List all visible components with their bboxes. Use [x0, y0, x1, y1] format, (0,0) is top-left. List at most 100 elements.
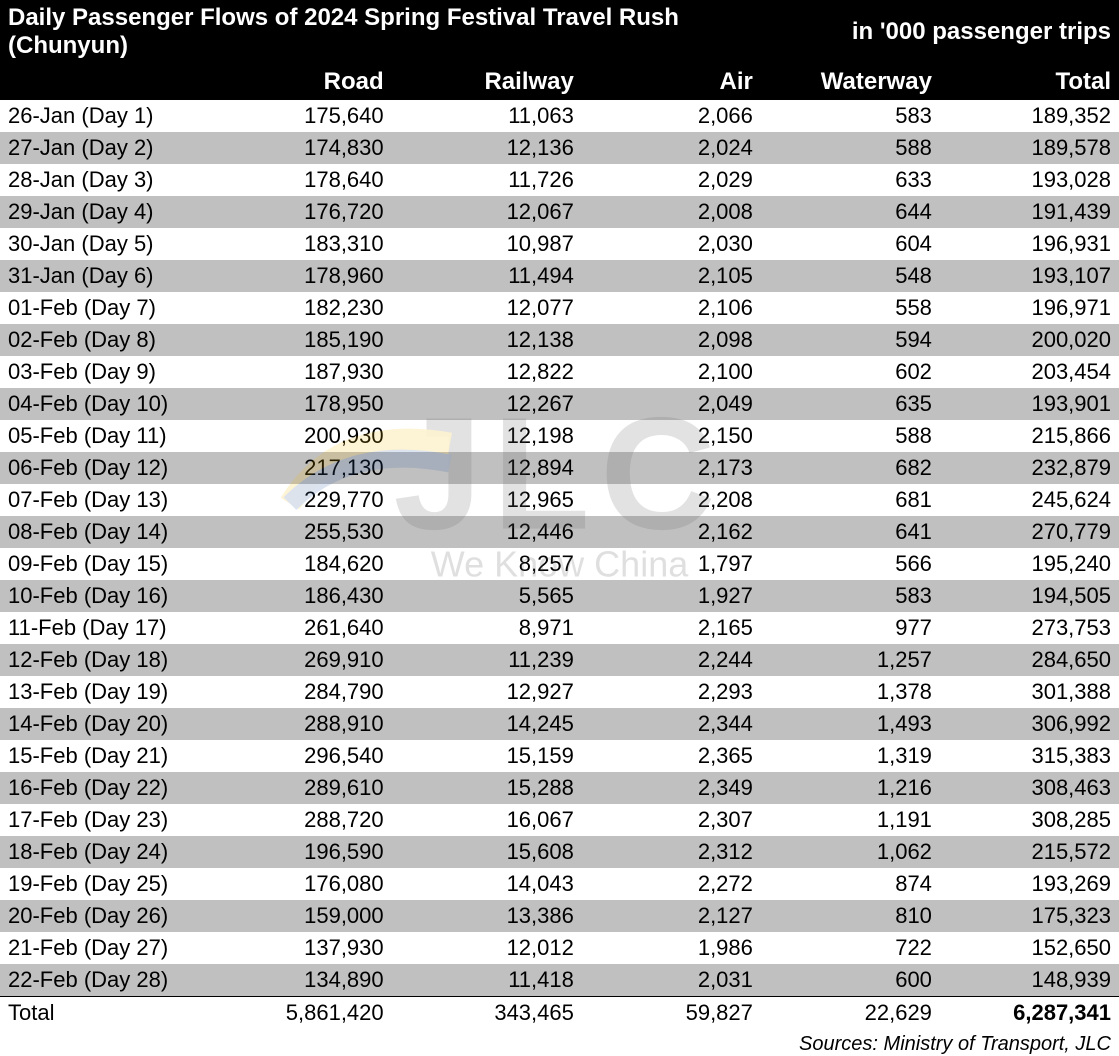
col-road: Road [213, 64, 392, 100]
cell-date: 02-Feb (Day 8) [0, 324, 213, 356]
cell-railway: 12,965 [392, 484, 582, 516]
cell-date: 06-Feb (Day 12) [0, 452, 213, 484]
cell-railway: 12,012 [392, 932, 582, 964]
cell-road: 288,720 [213, 804, 392, 836]
table-row: 05-Feb (Day 11)200,93012,1982,150588215,… [0, 420, 1119, 452]
cell-air: 2,105 [582, 260, 761, 292]
cell-date: 09-Feb (Day 15) [0, 548, 213, 580]
cell-air: 2,307 [582, 804, 761, 836]
cell-total: 175,323 [940, 900, 1119, 932]
cell-railway: 12,136 [392, 132, 582, 164]
cell-road: 255,530 [213, 516, 392, 548]
cell-road: 178,950 [213, 388, 392, 420]
title-row: Daily Passenger Flows of 2024 Spring Fes… [0, 0, 1119, 64]
cell-date: 15-Feb (Day 21) [0, 740, 213, 772]
table-row: 07-Feb (Day 13)229,77012,9652,208681245,… [0, 484, 1119, 516]
cell-total: 284,650 [940, 644, 1119, 676]
table-row: 19-Feb (Day 25)176,08014,0432,272874193,… [0, 868, 1119, 900]
cell-railway: 12,138 [392, 324, 582, 356]
table-row: 01-Feb (Day 7)182,23012,0772,106558196,9… [0, 292, 1119, 324]
cell-air: 2,008 [582, 196, 761, 228]
cell-road: 217,130 [213, 452, 392, 484]
cell-air: 2,100 [582, 356, 761, 388]
cell-railway: 8,257 [392, 548, 582, 580]
cell-railway: 15,288 [392, 772, 582, 804]
cell-total: 196,931 [940, 228, 1119, 260]
cell-railway: 12,067 [392, 196, 582, 228]
cell-road: 184,620 [213, 548, 392, 580]
table-container: JLC We Know China Daily Passenger Flows … [0, 0, 1119, 1056]
cell-air: 2,024 [582, 132, 761, 164]
cell-waterway: 604 [761, 228, 940, 260]
col-railway: Railway [392, 64, 582, 100]
table-row: 16-Feb (Day 22)289,61015,2882,3491,21630… [0, 772, 1119, 804]
cell-waterway: 682 [761, 452, 940, 484]
cell-date: 17-Feb (Day 23) [0, 804, 213, 836]
total-waterway: 22,629 [761, 997, 940, 1030]
cell-waterway: 633 [761, 164, 940, 196]
cell-railway: 11,418 [392, 964, 582, 997]
cell-waterway: 588 [761, 420, 940, 452]
cell-railway: 12,894 [392, 452, 582, 484]
cell-waterway: 600 [761, 964, 940, 997]
cell-waterway: 566 [761, 548, 940, 580]
cell-railway: 12,077 [392, 292, 582, 324]
cell-total: 301,388 [940, 676, 1119, 708]
cell-waterway: 558 [761, 292, 940, 324]
cell-waterway: 548 [761, 260, 940, 292]
cell-total: 193,107 [940, 260, 1119, 292]
cell-date: 10-Feb (Day 16) [0, 580, 213, 612]
cell-total: 200,020 [940, 324, 1119, 356]
cell-date: 22-Feb (Day 28) [0, 964, 213, 997]
table-row: 14-Feb (Day 20)288,91014,2452,3441,49330… [0, 708, 1119, 740]
cell-road: 182,230 [213, 292, 392, 324]
table-row: 02-Feb (Day 8)185,19012,1382,098594200,0… [0, 324, 1119, 356]
cell-total: 193,028 [940, 164, 1119, 196]
cell-date: 31-Jan (Day 6) [0, 260, 213, 292]
cell-waterway: 588 [761, 132, 940, 164]
cell-road: 289,610 [213, 772, 392, 804]
cell-air: 2,208 [582, 484, 761, 516]
cell-air: 2,173 [582, 452, 761, 484]
cell-railway: 12,446 [392, 516, 582, 548]
cell-road: 174,830 [213, 132, 392, 164]
cell-waterway: 1,378 [761, 676, 940, 708]
cell-road: 284,790 [213, 676, 392, 708]
cell-railway: 8,971 [392, 612, 582, 644]
cell-total: 215,866 [940, 420, 1119, 452]
cell-total: 194,505 [940, 580, 1119, 612]
total-road: 5,861,420 [213, 997, 392, 1030]
cell-road: 134,890 [213, 964, 392, 997]
sources-line: Sources: Ministry of Transport, JLC [0, 1029, 1119, 1056]
table-row: 04-Feb (Day 10)178,95012,2672,049635193,… [0, 388, 1119, 420]
table-row: 17-Feb (Day 23)288,72016,0672,3071,19130… [0, 804, 1119, 836]
cell-date: 01-Feb (Day 7) [0, 292, 213, 324]
cell-total: 193,269 [940, 868, 1119, 900]
cell-road: 178,960 [213, 260, 392, 292]
cell-air: 2,106 [582, 292, 761, 324]
cell-air: 1,986 [582, 932, 761, 964]
cell-railway: 14,043 [392, 868, 582, 900]
cell-air: 1,927 [582, 580, 761, 612]
cell-waterway: 644 [761, 196, 940, 228]
cell-waterway: 722 [761, 932, 940, 964]
table-row: 29-Jan (Day 4)176,72012,0672,008644191,4… [0, 196, 1119, 228]
total-row: Total5,861,420343,46559,82722,6296,287,3… [0, 997, 1119, 1030]
col-waterway: Waterway [761, 64, 940, 100]
cell-air: 2,312 [582, 836, 761, 868]
cell-waterway: 681 [761, 484, 940, 516]
cell-road: 296,540 [213, 740, 392, 772]
cell-total: 308,285 [940, 804, 1119, 836]
cell-date: 12-Feb (Day 18) [0, 644, 213, 676]
cell-road: 229,770 [213, 484, 392, 516]
cell-air: 2,150 [582, 420, 761, 452]
table-row: 31-Jan (Day 6)178,96011,4942,105548193,1… [0, 260, 1119, 292]
cell-date: 27-Jan (Day 2) [0, 132, 213, 164]
table-row: 10-Feb (Day 16)186,4305,5651,927583194,5… [0, 580, 1119, 612]
cell-date: 16-Feb (Day 22) [0, 772, 213, 804]
cell-total: 196,971 [940, 292, 1119, 324]
total-air: 59,827 [582, 997, 761, 1030]
cell-railway: 11,494 [392, 260, 582, 292]
cell-railway: 11,726 [392, 164, 582, 196]
table-unit: in '000 passenger trips [761, 0, 1119, 64]
